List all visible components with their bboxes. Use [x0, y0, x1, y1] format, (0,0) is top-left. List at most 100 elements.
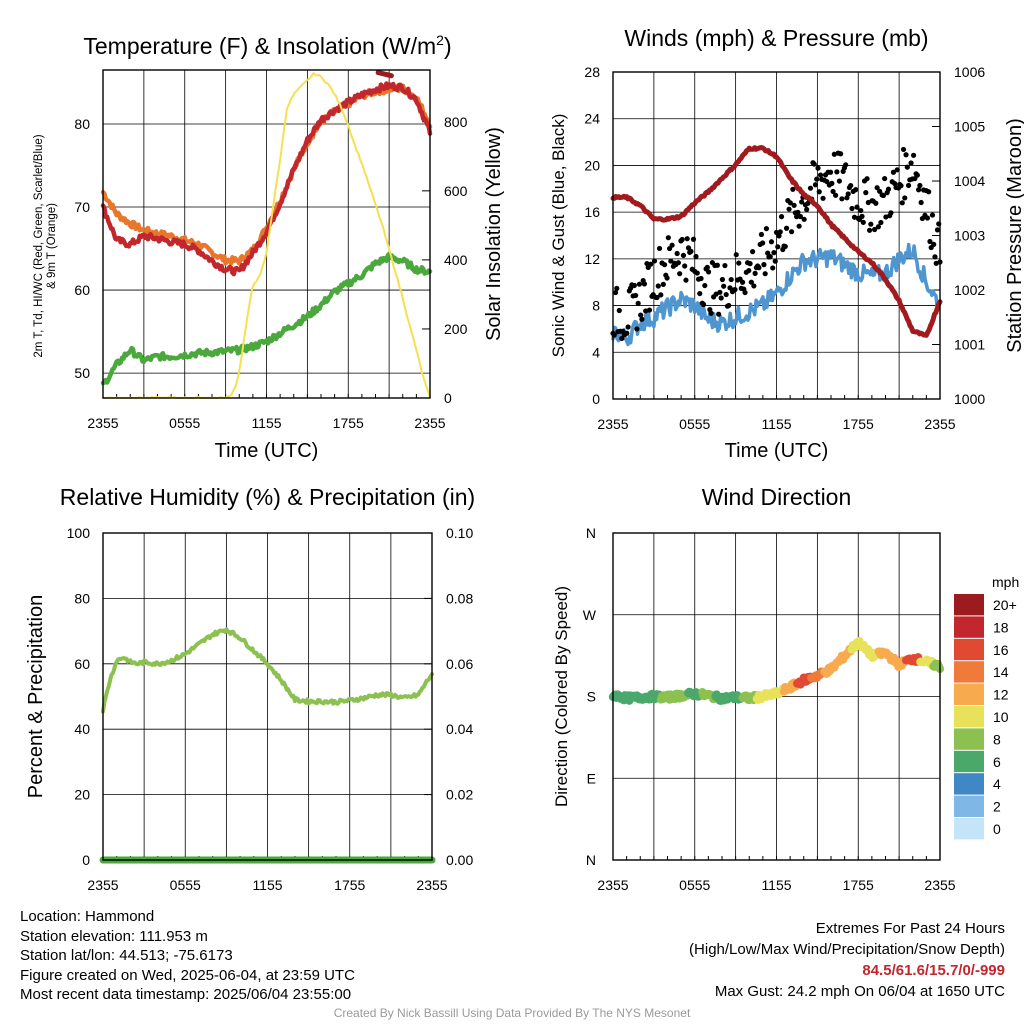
legend-label: 0	[993, 821, 1001, 837]
plot-frame	[102, 69, 431, 399]
y2-tick-label: 0.00	[446, 852, 473, 868]
gust-point	[778, 214, 785, 220]
y2-tick-label: 1003	[954, 228, 985, 244]
gust-point	[903, 152, 909, 158]
gust-point	[698, 275, 704, 282]
series-line	[611, 242, 942, 347]
gust-point	[625, 324, 631, 330]
gust-point	[723, 291, 729, 298]
y-axis-label: Direction (Colored By Speed)	[552, 586, 571, 807]
latlon-text: Station lat/lon: 44.513; -75.6173	[20, 947, 233, 965]
y-tick-label: 0	[82, 852, 90, 868]
x-tick-label: 1755	[843, 416, 874, 432]
heat-index-point	[388, 73, 394, 79]
gust-point	[631, 282, 637, 289]
gust-point	[864, 176, 870, 182]
gust-point	[845, 191, 851, 197]
gust-point	[635, 300, 641, 306]
gust-point	[853, 187, 859, 193]
gust-point	[849, 205, 855, 212]
gust-point	[669, 242, 675, 248]
gust-point	[788, 229, 795, 235]
x-tick-label: 0555	[170, 877, 201, 893]
gust-point	[693, 253, 699, 260]
gust-point	[641, 281, 648, 287]
y-tick-label: 20	[584, 157, 600, 173]
gust-point	[718, 295, 724, 301]
gust-point	[683, 277, 689, 283]
y-tick-label: 80	[74, 116, 90, 132]
gust-point	[834, 169, 840, 175]
y-tick-label: S	[587, 689, 596, 705]
gust-point	[859, 213, 865, 219]
gust-point	[794, 214, 800, 220]
x-tick-label: 1155	[761, 416, 791, 432]
gust-point	[866, 227, 873, 233]
gust-point	[791, 202, 797, 208]
gust-point	[900, 146, 907, 153]
gust-point	[736, 260, 742, 266]
y2-tick-label: 1001	[954, 337, 985, 353]
gust-point	[799, 199, 805, 205]
gust-point	[684, 236, 690, 242]
y-tick-label: 60	[74, 656, 90, 672]
legend-swatch	[954, 750, 984, 773]
y-tick-label: N	[586, 852, 596, 868]
legend-label: 2	[993, 799, 1001, 815]
gust-point	[888, 210, 894, 216]
x-tick-label: 2355	[87, 415, 118, 431]
y2-tick-label: 0.08	[446, 590, 473, 606]
gust-point	[660, 281, 666, 287]
gust-point	[811, 161, 817, 167]
y-tick-label: 28	[584, 64, 600, 80]
y2-tick-label: 1005	[954, 119, 985, 135]
gust-point	[679, 236, 685, 243]
gust-point	[868, 221, 874, 227]
y2-tick-label: 800	[444, 114, 468, 130]
gust-point	[777, 229, 783, 235]
gust-point	[902, 195, 908, 201]
gust-point	[892, 180, 898, 187]
gust-point	[904, 164, 910, 170]
gust-point	[646, 307, 653, 313]
gust-point	[829, 180, 835, 186]
gust-point	[624, 330, 630, 336]
legend-swatch	[954, 728, 984, 750]
gust-point	[843, 162, 849, 168]
gust-point	[875, 224, 881, 230]
gust-point	[797, 213, 803, 220]
gust-point	[863, 190, 869, 196]
gust-point	[758, 231, 765, 238]
gust-point	[815, 165, 821, 171]
created-text: Figure created on Wed, 2025-06-04, at 23…	[20, 966, 355, 984]
gust-point	[722, 262, 728, 269]
gust-point	[655, 283, 661, 289]
gust-point	[726, 302, 732, 309]
chart-title: Relative Humidity (%) & Precipitation (i…	[60, 484, 475, 510]
x-tick-label: 2355	[414, 415, 445, 431]
gust-point	[924, 215, 931, 221]
gust-point	[817, 172, 824, 178]
y2-tick-label: 1004	[954, 173, 985, 189]
y2-tick-label: 1000	[954, 391, 985, 407]
gust-point	[816, 189, 822, 195]
x-axis-label: Time (UTC)	[215, 440, 319, 462]
y2-axis-label: Station Pressure (Maroon)	[1004, 118, 1024, 353]
gust-point	[682, 263, 688, 269]
series-line	[610, 145, 943, 338]
gust-point	[661, 262, 668, 268]
gust-point	[674, 250, 680, 257]
legend-label: 14	[993, 664, 1009, 680]
gust-point	[916, 187, 922, 193]
gust-point	[651, 258, 658, 264]
x-tick-label: 0555	[679, 877, 710, 893]
plot-frame	[102, 532, 433, 861]
gust-point	[658, 292, 664, 298]
gust-point	[860, 219, 866, 225]
gust-point	[748, 279, 754, 285]
series-line	[101, 627, 434, 714]
legend-swatch	[954, 616, 984, 638]
y2-tick-label: 1006	[954, 64, 985, 80]
x-tick-label: 2355	[87, 877, 118, 893]
